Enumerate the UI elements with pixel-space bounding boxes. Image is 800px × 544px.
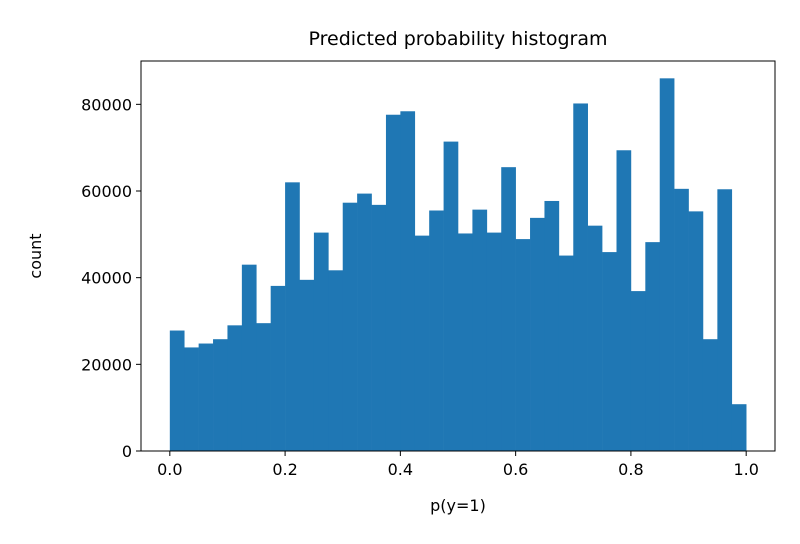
histogram-bar [674,188,689,452]
chart-title: Predicted probability histogram [309,28,608,50]
histogram-bar [558,255,574,451]
histogram-bar [414,235,430,451]
histogram-bar [169,330,185,451]
x-tick-label: 0.6 [503,460,528,479]
y-tick-label: 40000 [81,269,132,288]
histogram-bar [184,347,199,451]
y-axis-ticks: 0 20000 40000 60000 80000 [81,95,141,461]
histogram-bar [602,252,617,451]
histogram-bar [227,325,243,451]
y-axis-label: count [26,233,45,278]
plot-frame [140,60,776,452]
histogram-bar [688,211,704,451]
histogram-bar [501,167,516,451]
x-tick-label: 0.0 [157,460,182,479]
histogram-bar [616,150,632,451]
histogram-bar [400,111,416,452]
histogram-bar [270,285,286,451]
y-tick-label: 0 [122,442,132,461]
histogram-bar [702,339,718,451]
histogram-bar [342,202,358,451]
histogram-bar [486,232,502,451]
histogram-bar [573,103,588,451]
histogram-bar [630,291,646,451]
histogram-bar [213,339,228,451]
y-tick-label: 60000 [81,182,132,201]
x-tick-label: 0.8 [618,460,643,479]
histogram-bar [717,189,733,451]
histogram-bar [443,141,459,451]
histogram-bar [515,239,531,451]
histogram-bar [385,114,401,451]
x-tick-label: 0.4 [388,460,413,479]
bars-group [169,78,747,452]
histogram-bar [256,323,271,451]
histogram-bar [328,270,344,451]
histogram-bar [357,193,372,451]
histogram-bar [587,225,603,451]
histogram-bar [299,279,315,451]
x-tick-label: 1.0 [733,460,758,479]
x-axis-ticks: 0.0 0.2 0.4 0.6 0.8 1.0 [157,451,759,479]
histogram-bar [429,210,444,451]
histogram-bar [241,264,257,451]
histogram-bar [313,232,329,451]
y-tick-label: 20000 [81,355,132,374]
histogram-bar [472,209,488,451]
histogram-bar [544,200,560,451]
histogram-bar [371,204,387,451]
x-axis-label: p(y=1) [430,496,486,515]
histogram-bar [645,242,661,451]
x-tick-label: 0.2 [272,460,297,479]
histogram-bar [458,233,473,451]
histogram-bar [530,217,545,451]
histogram-bar [731,404,747,451]
y-tick-label: 80000 [81,95,132,114]
histogram-bar [659,78,675,451]
histogram-bar [285,182,300,452]
histogram-bar [198,343,214,451]
